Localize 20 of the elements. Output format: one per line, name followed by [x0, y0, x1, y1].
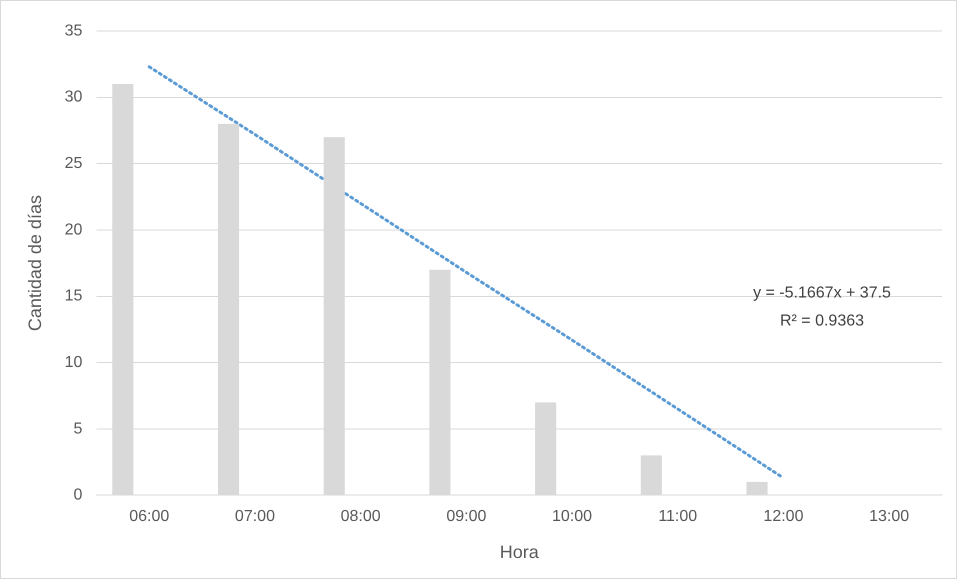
x-tick-label: 08:00 [340, 508, 381, 526]
y-tick-label: 35 [64, 22, 82, 40]
x-tick-label: 09:00 [446, 508, 486, 526]
y-axis-title: Cantidad de días [24, 195, 45, 332]
x-axis-title: Hora [500, 542, 540, 562]
x-tick-label: 07:00 [234, 508, 276, 526]
y-tick-label: 20 [64, 221, 82, 238]
y-tick-label: 10 [64, 354, 82, 371]
y-tick-label: 0 [73, 486, 82, 504]
y-tick-label: 5 [73, 420, 82, 438]
x-tick-label: 10:00 [552, 508, 592, 526]
x-tick-label: 12:00 [763, 508, 804, 526]
annotation: y = -5.1667x + 37.5 [753, 284, 892, 302]
y-tick-label: 15 [64, 288, 82, 305]
y-tick-label: 30 [64, 88, 82, 106]
x-tick-label: 11:00 [658, 508, 698, 526]
x-tick-label: 06:00 [129, 508, 170, 526]
annotation: R² = 0.9363 [780, 312, 864, 330]
y-tick-label: 25 [64, 155, 82, 172]
x-tick-label: 13:00 [869, 508, 910, 526]
